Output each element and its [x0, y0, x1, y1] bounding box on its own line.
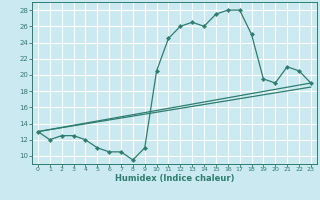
X-axis label: Humidex (Indice chaleur): Humidex (Indice chaleur): [115, 174, 234, 183]
